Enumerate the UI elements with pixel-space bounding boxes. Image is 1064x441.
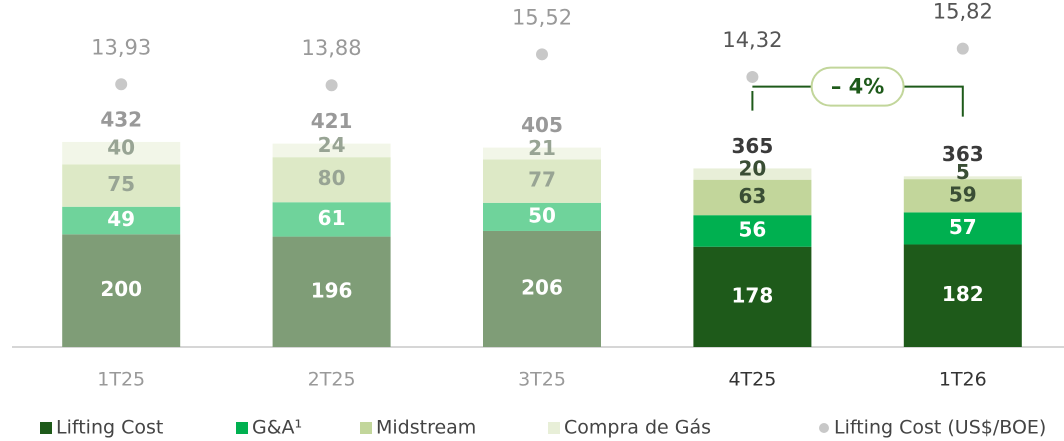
total-label: 365	[732, 134, 774, 158]
data-label: 20	[738, 157, 766, 181]
data-label: 80	[318, 166, 346, 190]
bar-segment	[693, 215, 812, 247]
annotation: – 4%	[831, 75, 884, 99]
dot	[956, 42, 969, 55]
legend-label: Lifting Cost	[56, 417, 163, 439]
bar-segment	[272, 202, 391, 237]
legend-label: Lifting Cost (US$/BOE)	[834, 417, 1046, 439]
bar-segment	[903, 179, 1022, 213]
data-label: 196	[311, 278, 353, 302]
data-label: 182	[942, 282, 984, 306]
total-label: 363	[942, 142, 984, 166]
data-label: 178	[732, 283, 774, 307]
data-label: 59	[949, 182, 977, 206]
data-label: 206	[521, 275, 563, 299]
bar-segment	[483, 202, 601, 231]
bar-segment	[693, 179, 812, 216]
data-label: 21	[528, 136, 556, 160]
bar-segment	[483, 147, 601, 160]
legend-marker	[236, 422, 248, 434]
data-label: 63	[738, 184, 766, 208]
data-label: 49	[107, 207, 135, 231]
bar-segment	[272, 157, 391, 203]
dot	[746, 70, 759, 83]
x-tick-label: 1T26	[939, 369, 987, 391]
x-tick-label: 3T25	[518, 369, 566, 391]
legend-label: Compra de Gás	[564, 417, 711, 439]
dot	[536, 48, 548, 61]
bar-segment	[62, 164, 181, 207]
legend-marker	[548, 422, 560, 434]
bar-segment	[62, 141, 181, 165]
legend-marker	[360, 422, 372, 434]
bar-segment	[903, 212, 1022, 245]
dot-label: 13,88	[302, 36, 362, 60]
bar-segment	[272, 143, 391, 158]
bar-segment	[903, 244, 1022, 347]
bar-segment	[693, 246, 812, 347]
bar-segment	[62, 206, 181, 235]
dot	[325, 79, 338, 92]
total-label: 432	[100, 107, 142, 131]
legend-marker	[819, 423, 829, 433]
dot-label: 15,82	[933, 0, 993, 24]
data-label: 77	[528, 168, 556, 192]
data-label: 40	[107, 136, 135, 160]
data-label: 50	[528, 203, 556, 227]
total-label: 405	[521, 113, 563, 137]
bar-segment	[483, 159, 601, 203]
dot-label: 14,32	[722, 28, 782, 52]
bar-segment	[903, 176, 1022, 180]
legend-marker	[40, 422, 52, 434]
bar-segment	[62, 234, 181, 347]
x-tick-label: 2T25	[308, 369, 356, 391]
data-label: 75	[107, 172, 135, 196]
dot-label: 15,52	[512, 5, 572, 29]
bar-segment	[693, 168, 812, 180]
legend-label: G&A¹	[252, 417, 302, 439]
x-tick-label: 1T25	[97, 369, 145, 391]
legend-label: Midstream	[376, 417, 476, 439]
total-label: 421	[311, 109, 353, 133]
dot	[115, 78, 128, 91]
data-label: 24	[318, 133, 346, 157]
data-label: 200	[100, 277, 142, 301]
data-label: 57	[949, 215, 977, 239]
dot-label: 13,93	[91, 35, 151, 59]
annotation-box	[810, 66, 905, 107]
bar-segment	[272, 236, 391, 347]
data-label: 5	[956, 160, 970, 184]
data-label: 56	[738, 217, 766, 241]
bar-segment	[483, 230, 601, 347]
x-tick-label: 4T25	[728, 369, 776, 391]
data-label: 61	[318, 206, 346, 230]
